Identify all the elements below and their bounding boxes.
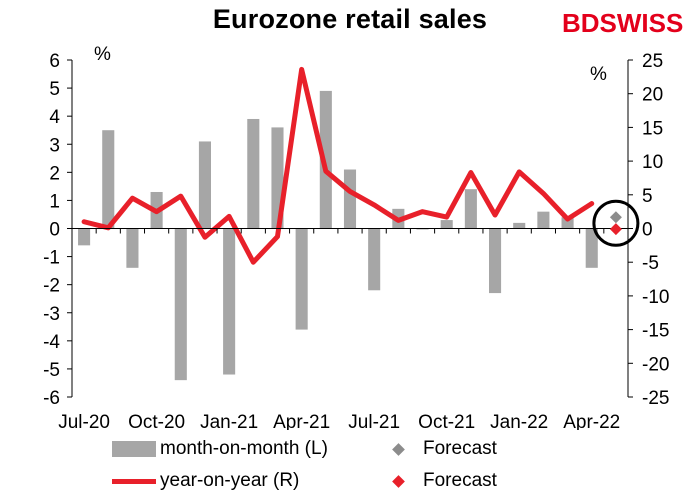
left-tick-label: 5 bbox=[49, 79, 60, 100]
bar-Jun-21 bbox=[343, 169, 357, 229]
bar-Sep-20 bbox=[126, 228, 139, 268]
legend-item-bar: month-on-month (L) bbox=[112, 438, 328, 460]
left-tick-label: 0 bbox=[49, 220, 60, 241]
left-tick-label: -4 bbox=[43, 332, 60, 353]
bar-Nov-21 bbox=[464, 189, 477, 229]
bar-Jan-21 bbox=[223, 228, 236, 375]
legend-line-swatch bbox=[112, 478, 156, 484]
right-tick-label: -10 bbox=[642, 287, 669, 308]
left-tick-label: 4 bbox=[49, 107, 60, 128]
bar-Nov-20 bbox=[174, 228, 187, 381]
left-unit-label: % bbox=[94, 44, 111, 65]
bar-Mar-22 bbox=[561, 217, 574, 229]
x-tick-label: Apr-21 bbox=[273, 412, 330, 430]
legend-forecast-red-diamond bbox=[392, 474, 405, 488]
x-tick-label: Apr-22 bbox=[563, 412, 620, 430]
bar-Apr-21 bbox=[295, 228, 308, 330]
forecast-mom-marker bbox=[609, 211, 622, 224]
forecast-highlight-circle bbox=[592, 199, 640, 247]
x-tick-label: Oct-21 bbox=[418, 412, 475, 430]
right-tick-label: 25 bbox=[642, 51, 663, 72]
bar-Jul-20 bbox=[78, 228, 91, 246]
x-axis: Jul-20 Oct-20 Jan-21 Apr-21 Jul-21 Oct-21 Jan-… bbox=[58, 228, 629, 430]
legend-forecast-line-label: Forecast bbox=[423, 470, 497, 491]
left-tick-label: -5 bbox=[43, 360, 60, 381]
left-tick-label: -3 bbox=[43, 304, 60, 325]
brand-text: BDSWISS bbox=[562, 8, 683, 38]
x-tick-label: Jan-22 bbox=[490, 412, 548, 430]
bar-Aug-20 bbox=[102, 130, 115, 229]
right-tick-label: -20 bbox=[642, 354, 669, 375]
yoy-line bbox=[81, 66, 595, 265]
legend-bar-label: month-on-month (L) bbox=[160, 438, 328, 459]
left-tick-label: 1 bbox=[49, 191, 60, 212]
left-tick-label: -6 bbox=[43, 388, 60, 409]
brand-logo: BDSWISS bbox=[562, 8, 692, 38]
right-tick-label: 0 bbox=[642, 220, 653, 241]
right-tick-label: -5 bbox=[642, 253, 659, 274]
bar-Dec-21 bbox=[489, 228, 502, 294]
bar-series bbox=[78, 90, 598, 381]
chart-title: Eurozone retail sales bbox=[212, 4, 488, 34]
bar-May-21 bbox=[319, 90, 332, 229]
right-tick-label: 20 bbox=[642, 85, 663, 106]
bar-Oct-21 bbox=[440, 220, 453, 229]
legend-bar-swatch bbox=[112, 441, 156, 457]
line-series bbox=[81, 66, 595, 265]
legend-item-line: year-on-year (R) bbox=[112, 470, 299, 492]
right-axis: 25 20 15 10 5 0 -5 -10 -15 -20 -25 bbox=[627, 51, 669, 409]
left-tick-label: -1 bbox=[43, 248, 60, 269]
bar-Jul-21 bbox=[368, 228, 381, 291]
right-tick-label: 15 bbox=[642, 118, 663, 139]
legend-forecast-bar-label: Forecast bbox=[423, 438, 497, 459]
bdswiss-logo: BDSWISS bbox=[562, 8, 683, 38]
left-tick-label: 3 bbox=[49, 135, 60, 156]
right-tick-label: 5 bbox=[642, 186, 653, 207]
bar-Feb-22 bbox=[537, 211, 550, 229]
x-tick-label: Jul-21 bbox=[348, 412, 400, 430]
right-tick-label: 10 bbox=[642, 152, 663, 173]
x-tick-label: Jul-20 bbox=[58, 412, 110, 430]
right-tick-label: -25 bbox=[642, 388, 669, 409]
legend: month-on-month (L) year-on-year (R) Fore… bbox=[0, 430, 700, 500]
left-tick-label: 6 bbox=[49, 51, 60, 72]
left-tick-label: -2 bbox=[43, 276, 60, 297]
bar-Apr-22 bbox=[585, 228, 598, 268]
forecast-markers bbox=[592, 199, 640, 247]
left-axis: 6 5 4 3 2 1 0 -1 -2 -3 -4 -5 -6 bbox=[43, 51, 73, 409]
bar-Feb-21 bbox=[247, 118, 260, 229]
legend-line-label: year-on-year (R) bbox=[160, 470, 300, 491]
bar-Jan-22 bbox=[513, 222, 526, 229]
forecast-yoy-marker bbox=[609, 223, 622, 236]
right-tick-label: -15 bbox=[642, 321, 669, 342]
legend-forecast-grey-diamond bbox=[392, 442, 405, 456]
right-unit-label: % bbox=[590, 64, 607, 85]
legend-item-forecast-bar: Forecast bbox=[388, 438, 497, 460]
x-tick-label: Jan-21 bbox=[200, 412, 258, 430]
bar-Dec-20 bbox=[198, 141, 211, 229]
legend-item-forecast-line: Forecast bbox=[388, 470, 497, 492]
x-tick-label: Oct-20 bbox=[128, 412, 185, 430]
left-tick-label: 2 bbox=[49, 163, 60, 184]
